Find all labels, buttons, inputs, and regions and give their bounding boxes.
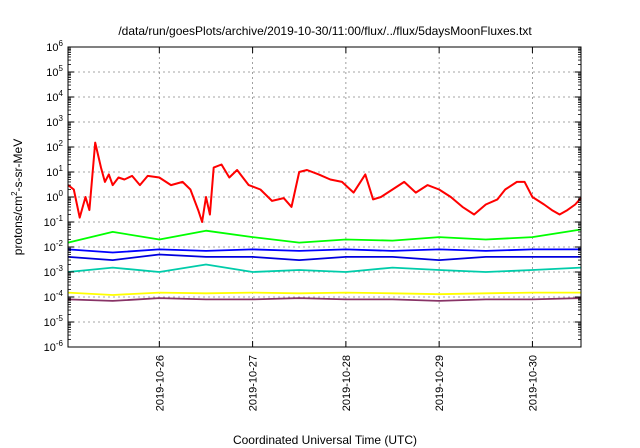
y-tick-label: 10-6 (44, 339, 64, 354)
y-axis-label: protons/cm2-s-sr-MeV (10, 139, 25, 255)
y-tick-exp: 0 (59, 189, 64, 198)
x-tick-label: 2019-10-28 (341, 355, 353, 411)
y-tick-label: 10-4 (44, 289, 64, 304)
y-axis-label-base: protons/cm (11, 196, 25, 255)
y-tick-base: 10 (46, 92, 58, 104)
x-tick-label: 2019-10-27 (248, 355, 260, 411)
y-tick-base: 10 (44, 292, 56, 304)
series-line-5 (67, 263, 582, 273)
chart-title: /data/run/goesPlots/archive/2019-10-30/1… (118, 24, 532, 38)
y-tick-base: 10 (46, 167, 58, 179)
y-tick-base: 10 (44, 217, 56, 229)
y-tick-exp: -3 (56, 264, 64, 273)
x-tick-label: 2019-10-29 (434, 355, 446, 411)
y-tick-label: 100 (46, 189, 63, 204)
y-tick-exp: -4 (56, 289, 64, 298)
y-tick-base: 10 (44, 342, 56, 354)
x-axis-label: Coordinated Universal Time (UTC) (233, 433, 417, 447)
y-axis-label-sup: 2 (10, 191, 19, 196)
y-tick-exp: -2 (56, 239, 64, 248)
y-tick-exp: 2 (59, 139, 64, 148)
y-tick-label: 104 (46, 89, 63, 104)
y-tick-exp: -1 (56, 214, 64, 223)
y-tick-label: 106 (46, 39, 63, 54)
y-tick-exp: 6 (59, 39, 64, 48)
y-tick-label: 102 (46, 139, 63, 154)
y-tick-label: 10-1 (44, 214, 64, 229)
tick-labels: 2019-10-26 2019-10-27 2019-10-28 2019-10-29… (44, 39, 540, 411)
series-line-7 (67, 297, 582, 302)
y-axis-label-rest: -s-sr-MeV (11, 139, 25, 192)
y-tick-label: 101 (46, 164, 63, 179)
series-line-3 (67, 248, 581, 254)
y-tick-base: 10 (46, 142, 58, 154)
y-tick-exp: 4 (59, 89, 64, 98)
y-tick-label: 103 (46, 114, 63, 129)
y-tick-base: 10 (44, 242, 56, 254)
y-tick-base: 10 (46, 117, 58, 129)
series-line-6 (67, 291, 581, 296)
y-tick-base: 10 (46, 67, 58, 79)
series-layer (67, 141, 582, 302)
y-tick-exp: 3 (59, 114, 64, 123)
x-tick-label: 2019-10-26 (154, 355, 166, 411)
y-tick-base: 10 (46, 42, 58, 54)
y-tick-exp: -6 (56, 339, 64, 348)
y-tick-base: 10 (44, 317, 56, 329)
y-tick-base: 10 (46, 192, 58, 204)
series-line-1 (67, 141, 582, 223)
grid-lines (68, 47, 581, 347)
y-tick-label: 10-5 (44, 314, 64, 329)
y-tick-label: 10-2 (44, 239, 64, 254)
y-tick-label: 10-3 (44, 264, 64, 279)
x-tick-label: 2019-10-30 (527, 355, 539, 411)
series-line-4 (67, 253, 581, 262)
y-tick-exp: 1 (59, 164, 64, 173)
y-tick-exp: 5 (59, 64, 64, 73)
y-tick-exp: -5 (56, 314, 64, 323)
series-line-2 (67, 228, 582, 244)
plot-frame (67, 46, 582, 348)
y-tick-label: 105 (46, 64, 63, 79)
y-tick-base: 10 (44, 267, 56, 279)
